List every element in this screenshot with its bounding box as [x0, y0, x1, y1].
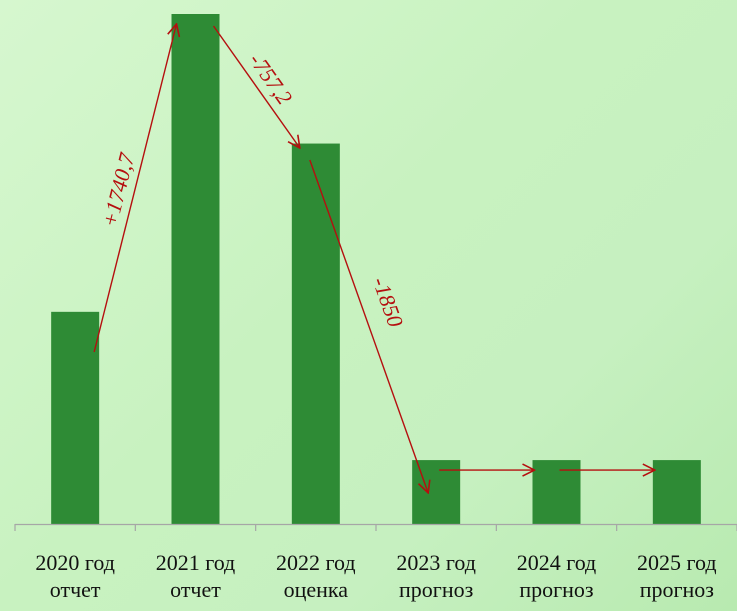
change-label: -757,2 — [244, 48, 297, 109]
x-tick-label: оценка — [284, 577, 349, 602]
change-label: +1740,7 — [97, 150, 140, 230]
x-tick-label: 2023 год — [396, 550, 476, 575]
x-tick-label: 2022 год — [276, 550, 356, 575]
change-label: -1850 — [368, 274, 409, 331]
change-arrow — [93, 24, 176, 353]
bars-layer — [51, 14, 701, 524]
x-tick-label: прогноз — [640, 577, 714, 602]
x-tick-label: прогноз — [399, 577, 473, 602]
bar-5 — [652, 460, 701, 524]
x-tick-label: отчет — [50, 577, 101, 602]
x-tick-label: 2024 год — [517, 550, 597, 575]
x-tick-label: прогноз — [519, 577, 593, 602]
bar-2 — [291, 143, 340, 524]
x-tick-label: 2020 год — [35, 550, 115, 575]
bar-0 — [51, 311, 100, 524]
x-tick-label: 2025 год — [637, 550, 717, 575]
x-tick-label: 2021 год — [156, 550, 236, 575]
x-axis — [14, 523, 737, 531]
change-arrow — [309, 159, 428, 493]
bar-1 — [171, 14, 220, 524]
x-tick-label: отчет — [170, 577, 221, 602]
change-arrow — [212, 25, 300, 148]
